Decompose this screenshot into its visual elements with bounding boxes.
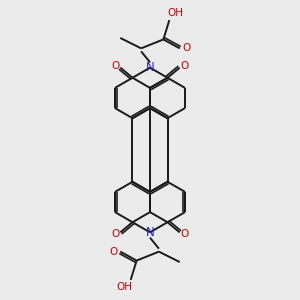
Text: N: N bbox=[146, 226, 154, 239]
Text: O: O bbox=[111, 229, 119, 239]
Text: O: O bbox=[110, 247, 118, 256]
Text: O: O bbox=[181, 61, 189, 71]
Text: O: O bbox=[111, 61, 119, 71]
Text: N: N bbox=[146, 61, 154, 74]
Text: O: O bbox=[181, 229, 189, 239]
Text: OH: OH bbox=[117, 282, 133, 292]
Text: O: O bbox=[182, 44, 190, 53]
Text: OH: OH bbox=[167, 8, 183, 18]
